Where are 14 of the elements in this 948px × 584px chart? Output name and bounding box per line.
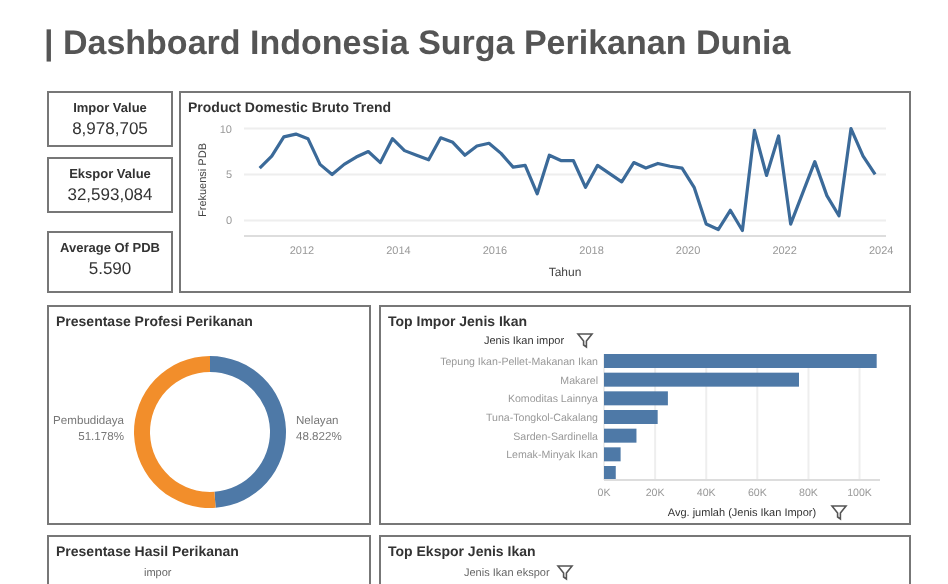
bar [604, 447, 621, 462]
bar [604, 391, 668, 406]
text: 5.590 [88, 258, 132, 278]
bar [604, 372, 799, 387]
bar [604, 428, 637, 443]
bar [604, 410, 658, 424]
text: | Dashboard Indonesia Surga Perikanan Dunia [44, 24, 792, 62]
donut-slice [210, 356, 286, 508]
bar [604, 466, 616, 480]
text: 8,978,705 [72, 118, 149, 138]
line-series [258, 126, 877, 233]
text: 32,593,084 [67, 184, 154, 204]
donut-slice [134, 356, 216, 508]
bar [604, 354, 877, 368]
